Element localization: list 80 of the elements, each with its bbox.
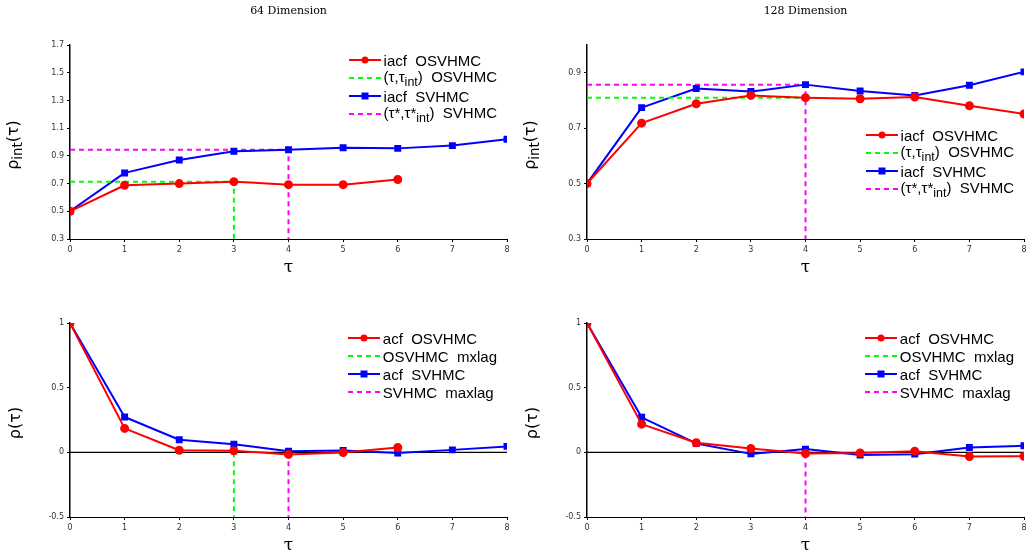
y-tick-label: 1.5 [51, 67, 64, 77]
x-tick-label: 8 [1021, 522, 1027, 532]
y-tick-label: 0.9 [51, 150, 64, 160]
legend-label: iacf OSVHMC [383, 51, 482, 69]
y-tick-label: 0 [575, 447, 581, 457]
x-tick-label: 4 [802, 522, 809, 532]
x-tick-label: 3 [231, 522, 237, 532]
x-tick-label: 6 [395, 244, 401, 254]
x-tick-label: 5 [857, 522, 863, 532]
legend-label: SVHMC maxlag [899, 383, 1011, 401]
y-tick-label: 1.1 [51, 123, 64, 133]
chart-title: 128 Dimension [762, 4, 849, 17]
x-tick-label: 5 [340, 244, 346, 254]
x-tick-label: 3 [748, 522, 754, 532]
y-tick-label: 0.3 [51, 234, 64, 244]
x-tick-label: 8 [504, 522, 510, 532]
x-tick-label: 0 [67, 522, 73, 532]
x-tick-label: 6 [395, 522, 401, 532]
x-tick-label: 4 [285, 522, 292, 532]
y-axis-title: ρ(τ) [521, 406, 541, 440]
y-tick-label: 1.7 [51, 40, 64, 50]
legend-label: SVHMC maxlag [382, 383, 494, 401]
y-tick-label: 0 [58, 447, 64, 457]
x-tick-label: 7 [966, 244, 972, 254]
x-tick-label: 2 [693, 522, 699, 532]
legend-label: acf OSVHMC [382, 329, 477, 347]
chart-title: 64 Dimension [249, 4, 328, 17]
x-tick-label: 2 [176, 244, 182, 254]
x-tick-label: 8 [1021, 244, 1027, 254]
y-axis-title: ρ(τ) [4, 406, 24, 440]
x-tick-label: 1 [639, 522, 645, 532]
x-tick-label: 1 [639, 244, 645, 254]
x-tick-label: 1 [122, 244, 128, 254]
y-tick-label: 1 [575, 318, 581, 328]
y-tick-label: 0.7 [568, 123, 581, 133]
x-tick-label: 6 [912, 522, 918, 532]
y-tick-label: 1.3 [51, 95, 64, 105]
legend-label: (τ,τ$_{int}$) OSVHMC [900, 142, 1014, 164]
x-tick-label: 0 [67, 244, 73, 254]
x-tick-label: 1 [122, 522, 128, 532]
x-axis-title: τ [283, 534, 294, 555]
y-tick-label: 0.7 [51, 178, 64, 188]
x-tick-label: 2 [693, 244, 699, 254]
x-tick-label: 0 [584, 522, 590, 532]
x-tick-label: 7 [449, 522, 455, 532]
x-axis-title: τ [800, 534, 811, 555]
x-tick-label: 7 [449, 244, 455, 254]
x-tick-label: 7 [966, 522, 972, 532]
legend-label: acf OSVHMC [899, 329, 994, 347]
y-tick-label: 0.9 [568, 67, 581, 77]
y-tick-label: 0.5 [568, 382, 581, 392]
x-axis-title: τ [800, 256, 811, 277]
legend-label: acf SVHMC [899, 365, 983, 383]
y-tick-label: 1 [58, 318, 64, 328]
x-tick-label: 4 [285, 244, 292, 254]
y-tick-label: 0.3 [568, 234, 581, 244]
legend-label: OSVHMC mxlag [382, 347, 497, 365]
y-tick-label: -0.5 [48, 512, 64, 522]
x-tick-label: 4 [802, 244, 809, 254]
x-tick-label: 5 [340, 522, 346, 532]
y-tick-label: 0.5 [51, 206, 64, 216]
x-tick-label: 5 [857, 244, 863, 254]
legend-label: (τ*,τ*$_{int}$) SVHMC [383, 103, 497, 125]
x-tick-label: 0 [584, 244, 590, 254]
legend-label: acf SVHMC [382, 365, 466, 383]
x-tick-label: 2 [176, 522, 182, 532]
y-tick-label: 0.5 [51, 382, 64, 392]
x-tick-label: 6 [912, 244, 918, 254]
legend-label: (τ*,τ*$_{int}$) SVHMC [900, 178, 1014, 200]
x-axis-title: τ [283, 256, 294, 277]
legend-label: iacf SVHMC [900, 162, 987, 180]
x-tick-label: 3 [231, 244, 237, 254]
legend-label: iacf SVHMC [383, 87, 470, 105]
x-tick-label: 8 [504, 244, 510, 254]
y-tick-label: 0.5 [568, 178, 581, 188]
legend-label: iacf OSVHMC [900, 126, 999, 144]
legend-label: (τ,τ$_{int}$) OSVHMC [383, 67, 497, 89]
x-tick-label: 3 [748, 244, 754, 254]
legend-label: OSVHMC mxlag [899, 347, 1014, 365]
y-tick-label: -0.5 [565, 512, 581, 522]
